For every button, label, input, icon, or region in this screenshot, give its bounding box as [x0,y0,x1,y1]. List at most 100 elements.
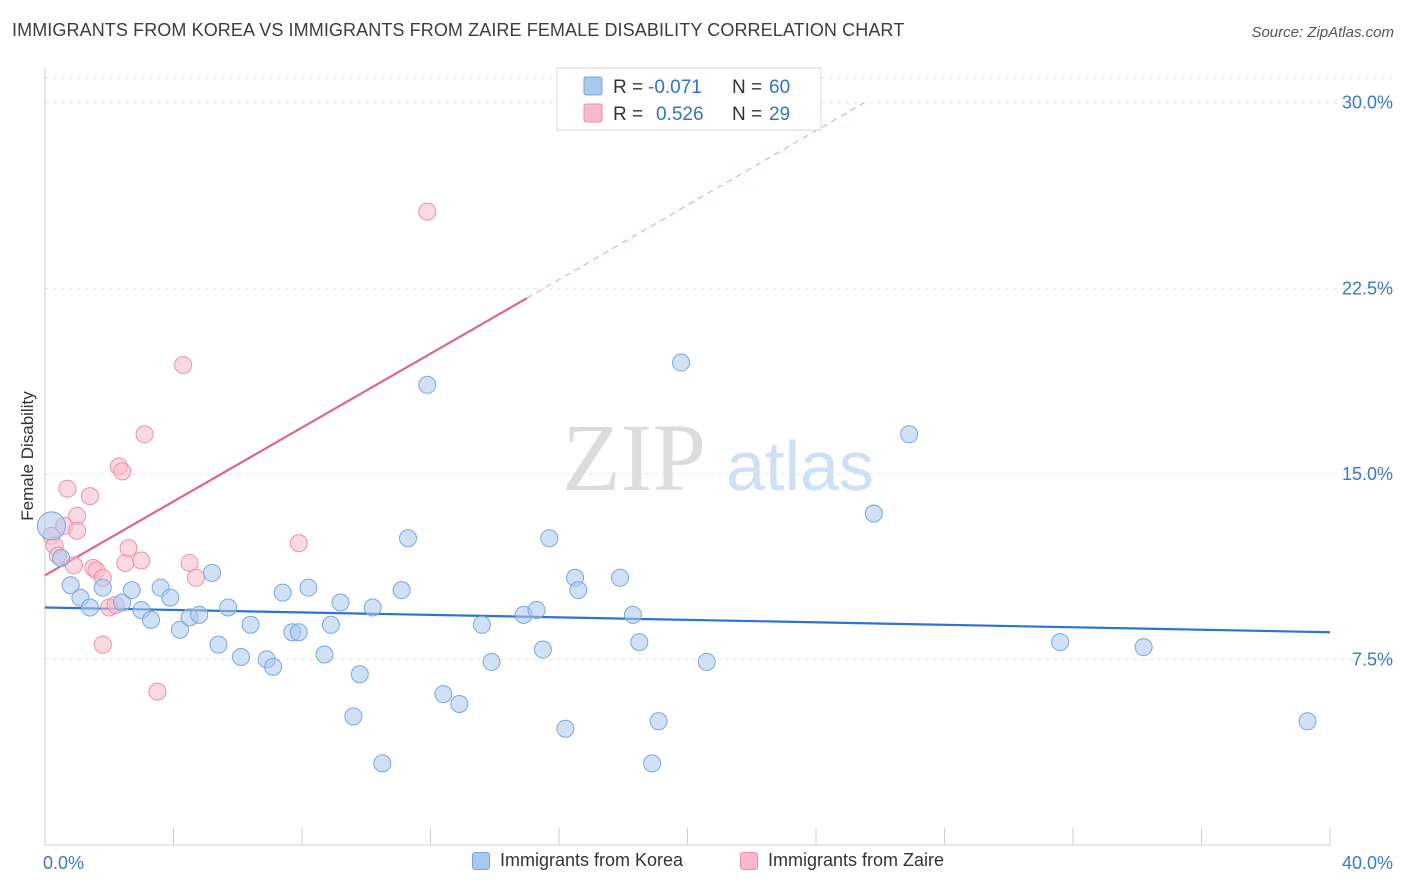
point-korea-1 [52,548,71,567]
legend-bottom-swatch-zaire [740,851,758,870]
legend-bottom-label-zaire: Immigrants from Zaire [768,850,945,870]
legend-n-value-zaire: 29 [769,104,790,125]
axes [44,68,1331,846]
point-korea-28 [331,593,350,612]
watermark-zip: ZIP [562,404,706,511]
point-zaire-26 [418,202,437,221]
legend-bottom-swatch-korea [472,851,490,870]
point-korea-51 [649,712,668,731]
point-korea-32 [373,754,392,773]
trend-lines [44,102,1331,634]
point-korea-31 [363,598,382,617]
chart-title: IMMIGRANTS FROM KOREA VS IMMIGRANTS FROM… [12,20,905,40]
point-zaire-24 [186,568,205,587]
point-zaire-16 [113,462,132,481]
point-korea-53 [697,652,716,671]
point-korea-4 [80,598,99,617]
series-zaire [42,202,437,701]
point-korea-16 [209,635,228,654]
point-korea-46 [569,581,588,600]
point-zaire-12 [93,635,112,654]
watermark: ZIP atlas [562,404,874,511]
legend-top: R = -0.071 N = 60 R = 0.526 N = 29 [556,67,822,131]
point-korea-7 [122,581,141,600]
point-zaire-4 [58,479,77,498]
y-tick-label-1: 15.0% [1342,464,1393,484]
point-korea-36 [434,685,453,704]
point-zaire-21 [148,682,167,701]
point-korea-34 [399,529,418,548]
watermark-atlas: atlas [726,427,874,505]
point-korea-44 [556,719,575,738]
point-korea-9 [142,610,161,629]
point-korea-18 [231,647,250,666]
y-tick-label-2: 22.5% [1342,278,1393,298]
tick-labels: 7.5% 15.0% 22.5% 30.0% 0.0% 40.0% [43,93,1393,873]
point-korea-17 [219,598,238,617]
series-korea [36,353,1317,773]
legend-item-zaire: Immigrants from Zaire [740,850,944,871]
point-zaire-8 [80,487,99,506]
point-zaire-25 [289,534,308,553]
point-korea-54 [864,504,883,523]
trend-line-zaire [44,297,528,577]
point-korea-49 [630,633,649,652]
point-korea-15 [203,563,222,582]
grid-lines [45,77,1392,660]
point-korea-25 [299,578,318,597]
point-korea-30 [350,665,369,684]
legend-item-korea: Immigrants from Korea [472,850,683,871]
x-tick-label-1: 40.0% [1342,853,1393,873]
point-zaire-22 [174,356,193,375]
point-korea-29 [344,707,363,726]
point-korea-37 [450,694,469,713]
point-zaire-20 [135,425,154,444]
point-korea-5 [93,578,112,597]
point-korea-21 [264,657,283,676]
point-zaire-7 [68,521,87,540]
trend-line-zaire-extension [526,102,865,299]
legend-n-label-zaire: N = [732,104,762,125]
y-tick-label-0: 7.5% [1352,649,1393,669]
point-korea-2 [61,576,80,595]
legend-swatch-zaire [583,103,603,123]
point-korea-55 [900,425,919,444]
legend-n-value-korea: 60 [769,77,790,98]
point-korea-47 [611,568,630,587]
point-zaire-19 [132,551,151,570]
point-korea-56 [1051,633,1070,652]
point-korea-24 [289,623,308,642]
point-korea-42 [533,640,552,659]
point-korea-11 [161,588,180,607]
legend-r-label-zaire: R = [613,104,643,125]
trend-line-korea [44,606,1331,634]
point-korea-26 [315,645,334,664]
legend-n-label-korea: N = [732,77,762,98]
point-korea-57 [1134,638,1153,657]
point-korea-48 [623,605,642,624]
point-korea-33 [392,581,411,600]
y-axis-label: Female Disability [18,391,37,521]
point-korea-50 [643,754,662,773]
legend-bottom-label-korea: Immigrants from Korea [500,850,684,870]
y-tick-label-3: 30.0% [1342,93,1393,113]
point-korea-43 [540,529,559,548]
point-korea-14 [190,605,209,624]
point-korea-12 [170,620,189,639]
point-zaire-18 [119,539,138,558]
point-korea-35 [418,375,437,394]
point-korea-38 [472,615,491,634]
point-korea-41 [527,600,546,619]
point-korea-0 [36,511,66,541]
point-korea-27 [321,615,340,634]
point-korea-52 [672,353,691,372]
legend-bottom: Immigrants from Korea Immigrants from Za… [0,850,1406,880]
point-korea-19 [241,615,260,634]
legend-swatch-korea [583,76,603,96]
x-tick-label-0: 0.0% [43,853,84,873]
point-zaire-17 [116,553,135,572]
point-korea-39 [482,652,501,671]
point-korea-6 [113,593,132,612]
legend-r-value-korea: -0.071 [648,77,702,98]
